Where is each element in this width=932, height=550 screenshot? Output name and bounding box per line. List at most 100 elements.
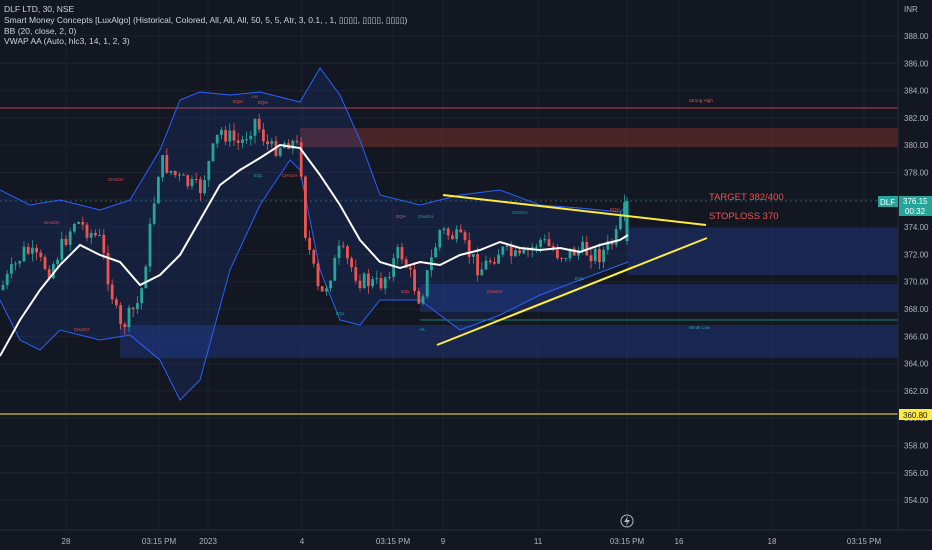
legend-title[interactable]: DLF LTD, 30, NSE: [4, 4, 75, 14]
candle-body: [194, 178, 198, 180]
candle-body: [1, 285, 5, 290]
candle-body: [199, 179, 202, 194]
candle-body: [547, 239, 551, 247]
current-price-value: 376.15: [903, 197, 928, 206]
time-tick-label: 16: [675, 537, 684, 546]
smc-label: CHoCH: [418, 214, 434, 219]
candle-body: [257, 118, 261, 130]
candle-body: [123, 323, 127, 328]
smc-label: CHoCH: [487, 289, 503, 294]
candle-body: [572, 248, 576, 256]
candle-body: [89, 232, 93, 238]
candle-body: [625, 201, 629, 241]
demand-zone-upper: [628, 228, 898, 275]
candle-body: [203, 180, 206, 194]
time-tick-label: 4: [300, 537, 305, 546]
price-tick-label: 372.00: [904, 250, 929, 259]
candle-body: [81, 221, 85, 225]
candle-body: [220, 129, 223, 135]
chart-legend: DLF LTD, 30, NSE Smart Money Concepts [L…: [4, 4, 407, 47]
candle-body: [73, 223, 76, 232]
candle-body: [182, 174, 185, 176]
smc-label: EQL: [401, 289, 411, 294]
smc-label: EQH: [258, 100, 268, 105]
candle-body: [18, 261, 22, 264]
candle-body: [505, 245, 509, 247]
candle-body: [396, 247, 400, 259]
candle-body: [173, 170, 177, 175]
price-tick-label: 364.00: [904, 360, 929, 369]
candle-body: [270, 141, 274, 145]
legend-smc-indicator[interactable]: Smart Money Concepts [LuxAlgo] (Historic…: [4, 14, 408, 25]
candle-body: [94, 232, 97, 236]
candle-body: [501, 246, 505, 255]
target-annotation[interactable]: TARGET 382/400: [709, 192, 784, 203]
candle-body: [241, 139, 244, 143]
candle-body: [493, 262, 496, 264]
smc-label: Weak Low: [689, 325, 711, 330]
candle-body: [543, 239, 547, 241]
price-tick-label: 370.00: [904, 278, 929, 287]
candle-body: [316, 263, 320, 287]
candle-body: [404, 259, 408, 268]
candle-body: [106, 252, 110, 285]
upper-trendline[interactable]: [442, 194, 707, 226]
smc-label: HL: [420, 327, 426, 332]
candle-body: [249, 135, 253, 140]
candle-body: [438, 230, 442, 248]
lightning-icon[interactable]: [620, 514, 634, 528]
candle-body: [451, 235, 454, 240]
legend-vwap-indicator[interactable]: VWAP AA (Auto, hlc3, 14, 1, 2, 3): [4, 36, 130, 47]
candle-body: [488, 260, 492, 263]
candle-body: [266, 141, 269, 145]
demand-zone-middle: [420, 284, 898, 312]
candle-body: [186, 175, 190, 187]
candle-body: [157, 177, 160, 204]
candle-body: [85, 224, 89, 238]
candle-body: [144, 266, 148, 289]
price-tick-label: 382.00: [904, 114, 929, 123]
candle-body: [190, 178, 194, 187]
legend-bb-indicator[interactable]: BB (20, close, 2, 0): [4, 25, 77, 36]
candle-body: [52, 264, 55, 279]
lower-trendline[interactable]: [436, 237, 708, 346]
time-tick-label: 03:15 PM: [847, 537, 882, 546]
candle-body: [152, 203, 156, 224]
candle-body: [161, 155, 164, 178]
time-axis[interactable]: 28 03:15 PM 2023 4 03:15 PM 9 11 03:15 PM 16 18 03…: [0, 529, 932, 550]
candle-body: [228, 130, 232, 142]
candle-body: [312, 249, 316, 264]
candle-body: [577, 250, 580, 256]
candle-body: [245, 139, 248, 141]
candle-body: [455, 229, 458, 240]
candle-body: [581, 241, 584, 251]
price-tick-label: 354.00: [904, 496, 929, 505]
candle-body: [425, 270, 429, 297]
time-tick-label: 11: [534, 537, 543, 546]
candle-body: [514, 250, 517, 257]
candle-body: [560, 258, 563, 260]
smc-label: EQL: [254, 173, 264, 178]
stoploss-annotation[interactable]: STOPLOSS 370: [709, 211, 779, 222]
candle-body: [215, 134, 219, 144]
candle-body: [379, 278, 383, 289]
vwap-line: [0, 143, 629, 357]
candle-body: [484, 260, 488, 270]
time-tick-label: 18: [768, 537, 777, 546]
candle-body: [26, 246, 30, 254]
candle-body: [136, 303, 139, 310]
candle-body: [341, 245, 345, 247]
candle-body: [110, 284, 114, 300]
price-axis[interactable]: INR 388.00 386.00 384.00 382.00 380.00 378.00…: [878, 0, 932, 550]
candle-body: [362, 273, 366, 289]
candle-body: [417, 291, 421, 304]
smc-label: CHoCH: [74, 327, 90, 332]
current-price-tag: [899, 196, 932, 216]
candle-body: [497, 254, 500, 264]
support-price-tag: [899, 409, 932, 420]
candle-body: [371, 279, 374, 287]
candle-body: [308, 237, 311, 250]
